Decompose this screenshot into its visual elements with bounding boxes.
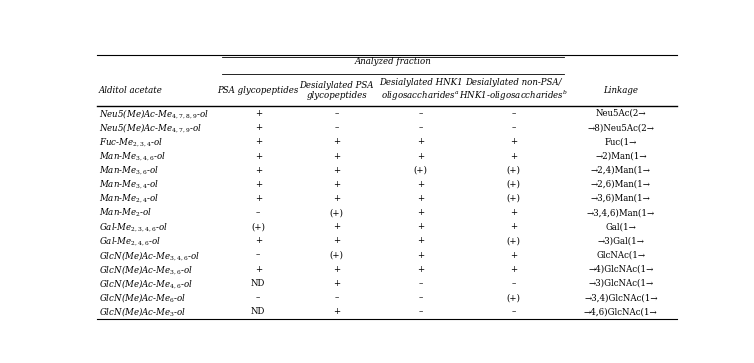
Text: +: +: [255, 123, 262, 132]
Text: GlcN(Me)Ac-Me$_{3,4,6}$-ol: GlcN(Me)Ac-Me$_{3,4,6}$-ol: [99, 249, 200, 262]
Text: –: –: [511, 109, 516, 118]
Text: ND: ND: [251, 279, 265, 288]
Text: →3,4,6)Man(1→: →3,4,6)Man(1→: [587, 208, 655, 217]
Text: +: +: [333, 279, 340, 288]
Text: +: +: [333, 307, 340, 316]
Text: Fuc-Me$_{2,3,4}$-ol: Fuc-Me$_{2,3,4}$-ol: [99, 136, 163, 148]
Text: (+): (+): [507, 194, 520, 203]
Text: –: –: [334, 109, 339, 118]
Text: +: +: [417, 137, 425, 146]
Text: (+): (+): [507, 236, 520, 245]
Text: +: +: [255, 236, 262, 245]
Text: →2,4)Man(1→: →2,4)Man(1→: [591, 166, 651, 175]
Text: Desialylated non-PSA/
HNK1-oligosaccharides$^b$: Desialylated non-PSA/ HNK1-oligosacchari…: [459, 78, 568, 103]
Text: –: –: [334, 293, 339, 302]
Text: GlcN(Me)Ac-Me$_{3,6}$-ol: GlcN(Me)Ac-Me$_{3,6}$-ol: [99, 263, 193, 276]
Text: –: –: [334, 123, 339, 132]
Text: +: +: [510, 151, 517, 160]
Text: Neu5(Me)Ac-Me$_{4,7,9}$-ol: Neu5(Me)Ac-Me$_{4,7,9}$-ol: [99, 121, 202, 134]
Text: +: +: [510, 250, 517, 260]
Text: Man-Me$_{3,4}$-ol: Man-Me$_{3,4}$-ol: [99, 178, 159, 190]
Text: GlcNAc(1→: GlcNAc(1→: [596, 250, 645, 260]
Text: ND: ND: [251, 307, 265, 316]
Text: +: +: [255, 109, 262, 118]
Text: →3)GlcNAc(1→: →3)GlcNAc(1→: [588, 279, 654, 288]
Text: Fuc(1→: Fuc(1→: [605, 137, 637, 146]
Text: –: –: [256, 208, 260, 217]
Text: +: +: [333, 194, 340, 203]
Text: –: –: [256, 250, 260, 260]
Text: +: +: [417, 194, 425, 203]
Text: Man-Me$_{3,4,6}$-ol: Man-Me$_{3,4,6}$-ol: [99, 150, 166, 162]
Text: +: +: [417, 236, 425, 245]
Text: –: –: [418, 293, 423, 302]
Text: +: +: [510, 208, 517, 217]
Text: +: +: [333, 151, 340, 160]
Text: Man-Me$_{2,4}$-ol: Man-Me$_{2,4}$-ol: [99, 192, 159, 204]
Text: –: –: [418, 123, 423, 132]
Text: +: +: [417, 208, 425, 217]
Text: +: +: [333, 166, 340, 175]
Text: +: +: [333, 180, 340, 189]
Text: (+): (+): [329, 250, 344, 260]
Text: +: +: [333, 236, 340, 245]
Text: +: +: [417, 151, 425, 160]
Text: Alditol acetate: Alditol acetate: [99, 86, 163, 95]
Text: +: +: [510, 222, 517, 231]
Text: (+): (+): [507, 180, 520, 189]
Text: Gal-Me$_{2,3,4,6}$-ol: Gal-Me$_{2,3,4,6}$-ol: [99, 221, 168, 233]
Text: +: +: [417, 180, 425, 189]
Text: –: –: [511, 307, 516, 316]
Text: +: +: [255, 137, 262, 146]
Text: +: +: [417, 265, 425, 274]
Text: →4,6)GlcNAc(1→: →4,6)GlcNAc(1→: [584, 307, 657, 316]
Text: (+): (+): [414, 166, 428, 175]
Text: +: +: [333, 265, 340, 274]
Text: Man-Me$_{3,6}$-ol: Man-Me$_{3,6}$-ol: [99, 164, 159, 176]
Text: +: +: [255, 180, 262, 189]
Text: –: –: [511, 279, 516, 288]
Text: –: –: [418, 279, 423, 288]
Text: Desialylated PSA
glycopeptides: Desialylated PSA glycopeptides: [299, 81, 374, 100]
Text: GlcN(Me)Ac-Me$_{4,6}$-ol: GlcN(Me)Ac-Me$_{4,6}$-ol: [99, 277, 193, 290]
Text: (+): (+): [329, 208, 344, 217]
Text: –: –: [418, 109, 423, 118]
Text: +: +: [417, 250, 425, 260]
Text: –: –: [256, 293, 260, 302]
Text: →4)GlcNAc(1→: →4)GlcNAc(1→: [588, 265, 654, 274]
Text: +: +: [417, 222, 425, 231]
Text: +: +: [333, 137, 340, 146]
Text: +: +: [255, 151, 262, 160]
Text: Desialylated HNK1
oligosaccharides$^a$: Desialylated HNK1 oligosaccharides$^a$: [379, 78, 462, 102]
Text: +: +: [255, 265, 262, 274]
Text: GlcN(Me)Ac-Me$_{3}$-ol: GlcN(Me)Ac-Me$_{3}$-ol: [99, 305, 186, 318]
Text: →3,6)Man(1→: →3,6)Man(1→: [591, 194, 651, 203]
Text: +: +: [255, 166, 262, 175]
Text: →3,4)GlcNAc(1→: →3,4)GlcNAc(1→: [584, 293, 657, 302]
Text: +: +: [510, 137, 517, 146]
Text: Neu5Ac(2→: Neu5Ac(2→: [596, 109, 646, 118]
Text: –: –: [511, 123, 516, 132]
Text: →8)Neu5Ac(2→: →8)Neu5Ac(2→: [587, 123, 654, 132]
Text: Linkage: Linkage: [603, 86, 639, 95]
Text: (+): (+): [507, 293, 520, 302]
Text: →2,6)Man(1→: →2,6)Man(1→: [591, 180, 651, 189]
Text: +: +: [510, 265, 517, 274]
Text: (+): (+): [251, 222, 265, 231]
Text: Man-Me$_{2}$-ol: Man-Me$_{2}$-ol: [99, 207, 152, 219]
Text: Gal-Me$_{2,4,6}$-ol: Gal-Me$_{2,4,6}$-ol: [99, 235, 161, 247]
Text: Analyzed fraction: Analyzed fraction: [354, 57, 431, 66]
Text: Neu5(Me)Ac-Me$_{4,7,8,9}$-ol: Neu5(Me)Ac-Me$_{4,7,8,9}$-ol: [99, 107, 209, 120]
Text: +: +: [333, 222, 340, 231]
Text: →3)Gal(1→: →3)Gal(1→: [597, 236, 645, 245]
Text: Gal(1→: Gal(1→: [605, 222, 636, 231]
Text: →2)Man(1→: →2)Man(1→: [595, 151, 647, 160]
Text: –: –: [418, 307, 423, 316]
Text: +: +: [255, 194, 262, 203]
Text: (+): (+): [507, 166, 520, 175]
Text: GlcN(Me)Ac-Me$_{6}$-ol: GlcN(Me)Ac-Me$_{6}$-ol: [99, 291, 186, 304]
Text: PSA glycopeptides: PSA glycopeptides: [218, 86, 299, 95]
